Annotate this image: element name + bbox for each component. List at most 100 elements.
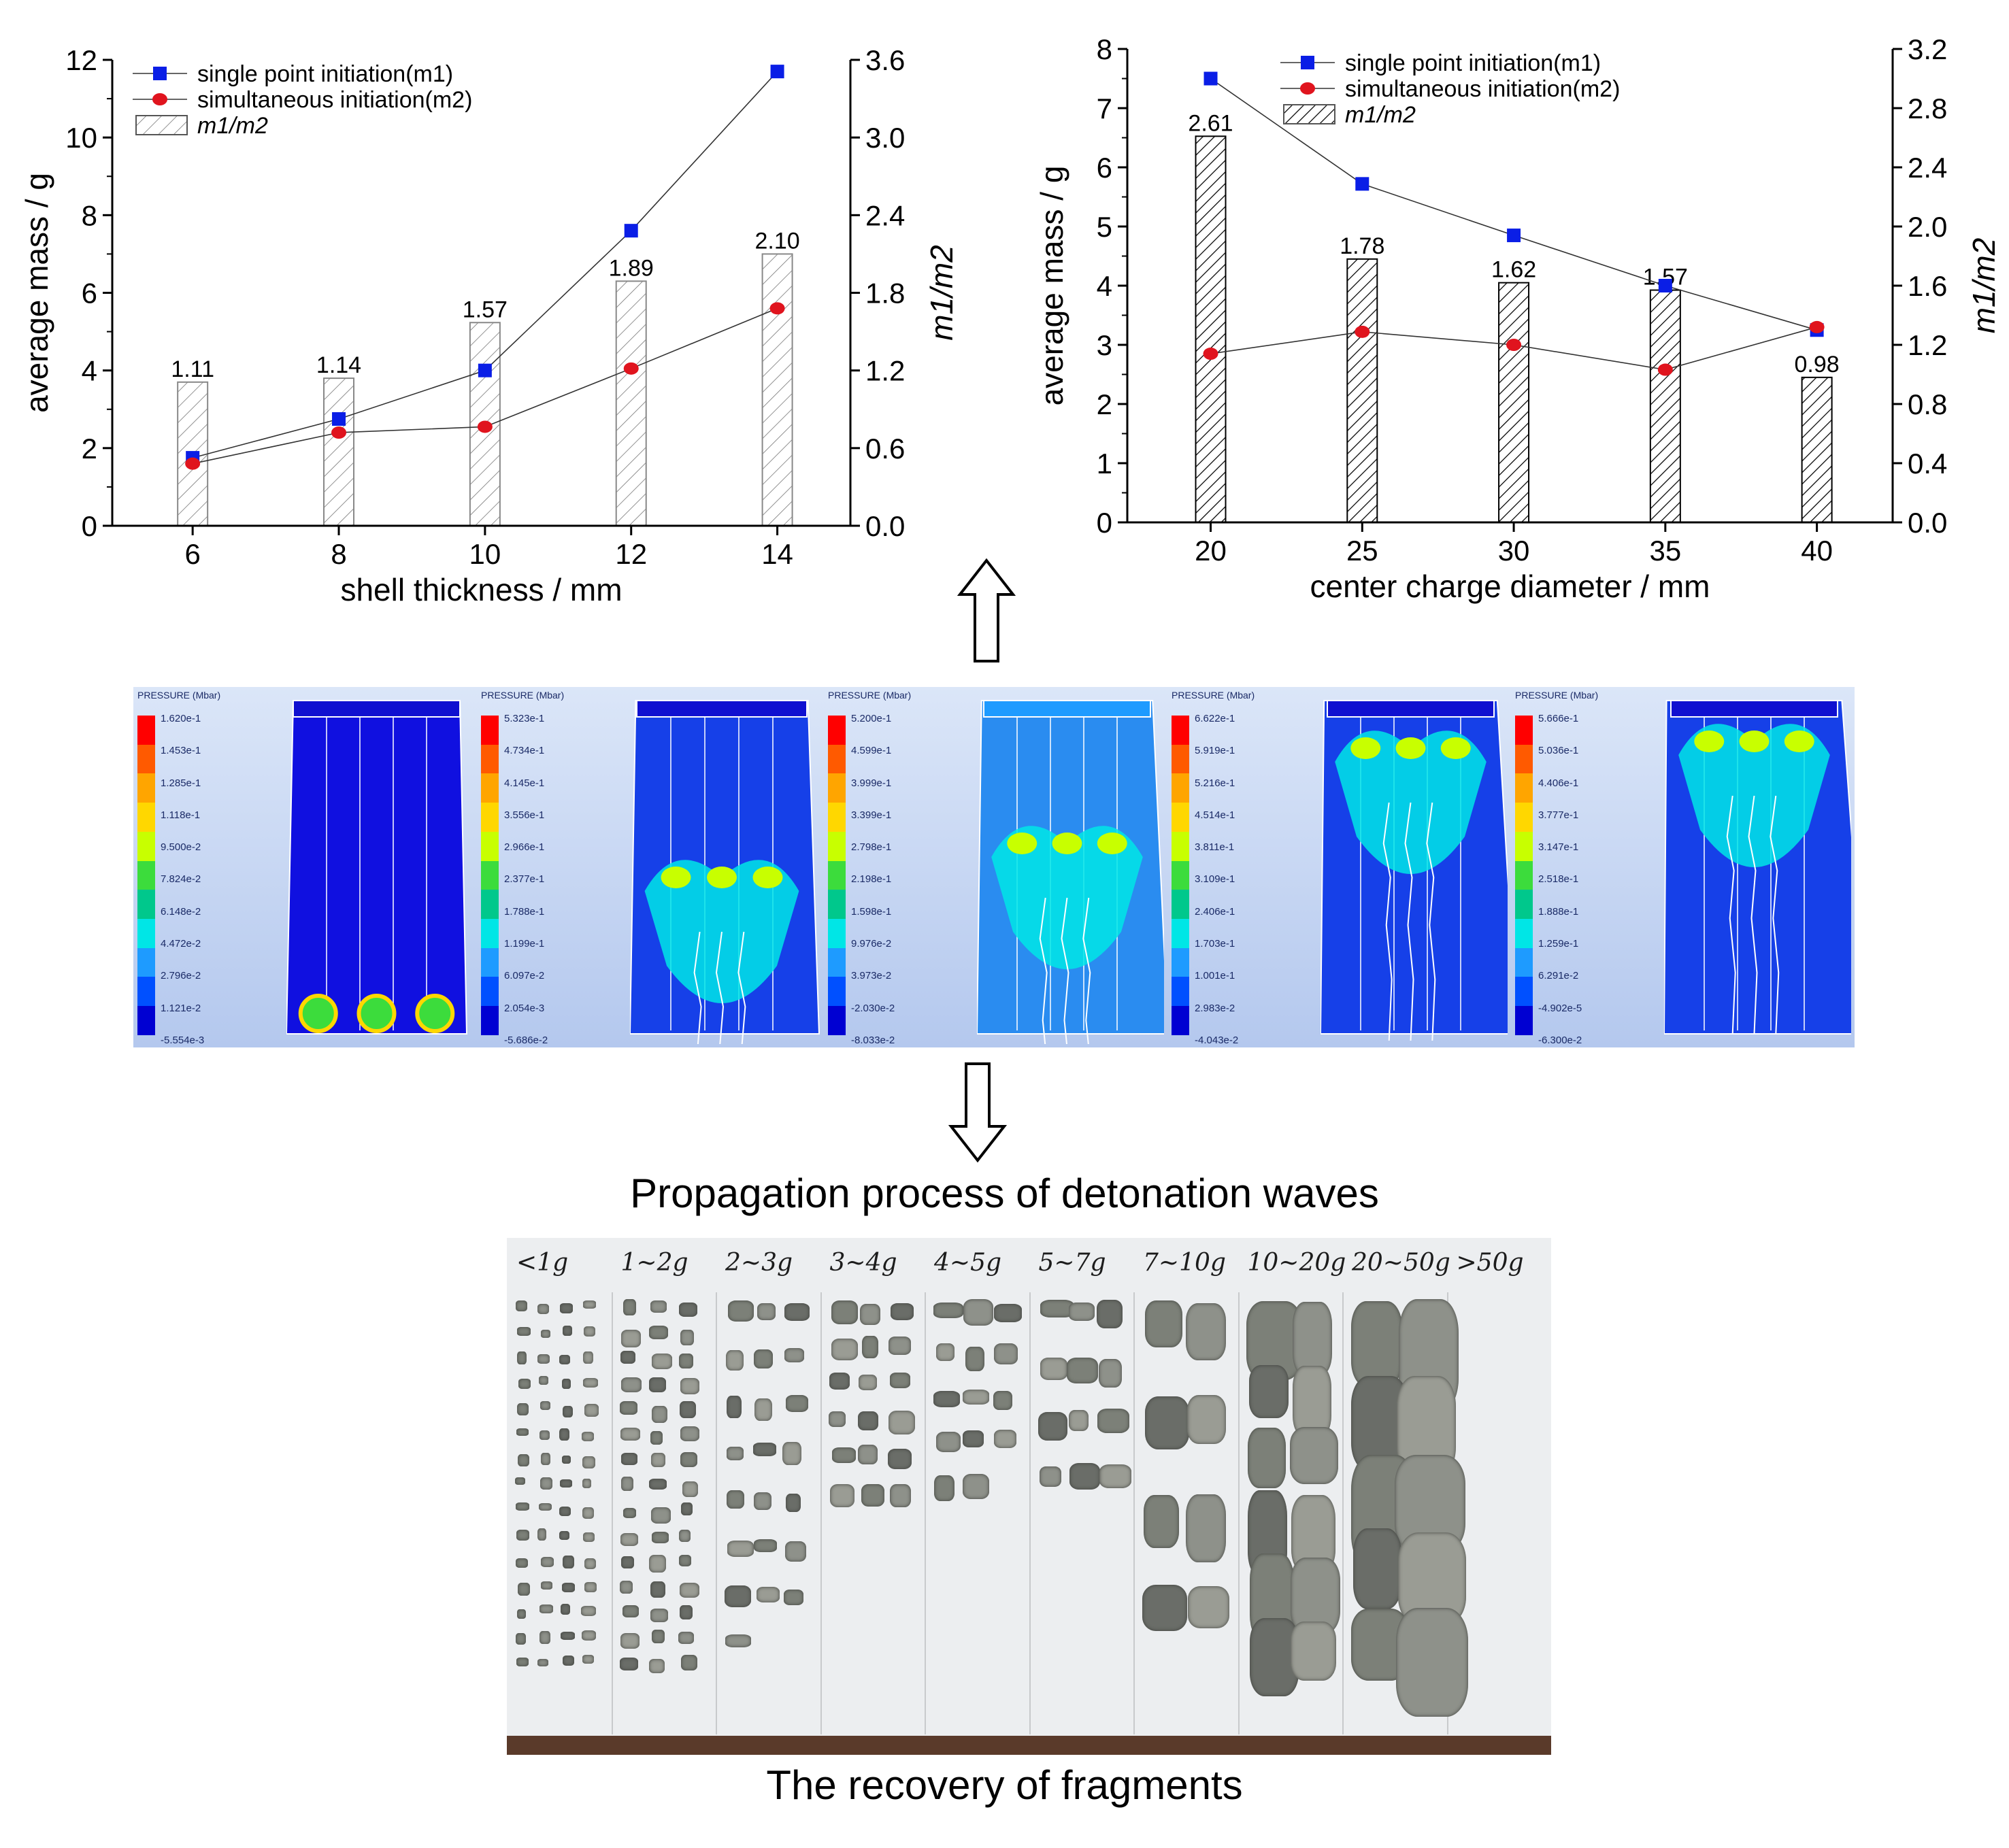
fragment [993, 1391, 1012, 1410]
down-arrow-icon [948, 1062, 1008, 1163]
ratio-bar [1346, 258, 1378, 523]
x-tick-label: 12 [615, 538, 647, 570]
fragment [861, 1336, 879, 1359]
fragment [993, 1430, 1017, 1448]
column-divider [611, 1292, 613, 1734]
fragment [756, 1586, 780, 1603]
fragment [1037, 1412, 1067, 1441]
fragment [516, 1657, 529, 1666]
fragment [561, 1455, 571, 1464]
y-axis-title: average mass / g [1034, 166, 1069, 406]
m1-point [1658, 279, 1672, 292]
fragment [582, 1654, 595, 1664]
simulation-panel: PRESSURE (Mbar) 5.200e-1 4.599e-1 3.999e-1 3… [824, 687, 1169, 1047]
fragment [1069, 1409, 1089, 1432]
fragment [859, 1374, 877, 1391]
fragment [725, 1585, 752, 1608]
fragment [1187, 1586, 1229, 1628]
pressure-legend-value: -4.902e-5 [1538, 1002, 1582, 1014]
x-tick-label: 10 [469, 538, 501, 570]
fragment [1353, 1528, 1401, 1610]
fragment [515, 1502, 530, 1511]
y2-tick-label: 3.6 [865, 44, 905, 76]
fragment [620, 1377, 642, 1392]
fragment [727, 1541, 754, 1558]
pressure-legend-value: 1.259e-1 [1538, 938, 1579, 950]
fragment [785, 1493, 801, 1513]
fragment [540, 1556, 554, 1567]
fragment [539, 1430, 550, 1440]
fragment [622, 1299, 636, 1315]
column-divider [1238, 1292, 1240, 1734]
fragment [516, 1529, 530, 1541]
fragment [858, 1411, 879, 1431]
fragment [680, 1426, 700, 1442]
fragment [994, 1343, 1018, 1364]
fragment [858, 1445, 878, 1464]
legend-m2-label: simultaneous initiation(m2) [197, 87, 472, 113]
recovery-caption: The recovery of fragments [766, 1762, 1243, 1808]
pressure-legend-value: 6.622e-1 [1195, 713, 1235, 724]
fragment [540, 1453, 550, 1465]
fragment [727, 1446, 744, 1460]
y2-tick-label: 0.6 [865, 433, 905, 465]
fragment [679, 1303, 698, 1317]
fragment [620, 1427, 641, 1441]
column-divider [1342, 1292, 1344, 1734]
fragment [887, 1448, 912, 1470]
pressure-field-image [977, 700, 1164, 1044]
pressure-legend-title: PRESSURE (Mbar) [137, 690, 221, 701]
fragment [649, 1326, 669, 1339]
fragment [727, 1300, 754, 1322]
pressure-legend-value: -5.554e-3 [161, 1034, 205, 1046]
fragment [650, 1431, 663, 1445]
y-tick-label: 1 [1097, 448, 1112, 480]
fragment [889, 1373, 911, 1388]
fragment [619, 1657, 638, 1670]
pressure-legend-value: 9.500e-2 [161, 841, 201, 854]
fragment [680, 1401, 696, 1418]
pressure-legend-value: 1.121e-2 [161, 1002, 201, 1014]
fragment [681, 1655, 697, 1671]
fragment [1144, 1396, 1189, 1450]
y-tick-label: 2 [1097, 388, 1112, 420]
column-divider [716, 1292, 717, 1734]
fragment [582, 1377, 598, 1388]
y-tick-label: 10 [65, 122, 97, 154]
x-tick-label: 6 [184, 538, 200, 570]
pressure-color-scale [481, 716, 499, 1035]
pressure-legend-value: 2.796e-2 [161, 970, 201, 982]
pressure-legend-value: 2.966e-1 [504, 841, 545, 854]
fragment [1185, 1494, 1227, 1563]
fragment [581, 1606, 597, 1617]
fragment [515, 1558, 528, 1568]
m1-point [1507, 229, 1521, 243]
pressure-legend-value: -8.033e-2 [851, 1034, 895, 1046]
pressure-legend-value: 3.811e-1 [1195, 841, 1235, 854]
pressure-field-image [630, 700, 820, 1044]
m2-point [1355, 325, 1370, 338]
fragment [650, 1300, 667, 1313]
fragment [582, 1478, 591, 1488]
fragment [620, 1580, 633, 1594]
fragment [622, 1507, 637, 1519]
fragment [680, 1330, 694, 1346]
fragment [963, 1389, 989, 1405]
m2-point [185, 457, 201, 470]
y-tick-label: 8 [82, 199, 97, 231]
y-tick-label: 3 [1097, 329, 1112, 361]
y-tick-label: 5 [1097, 211, 1112, 243]
fragment [538, 1502, 552, 1511]
fragment [753, 1539, 778, 1553]
fragment [889, 1411, 916, 1435]
pressure-legend-value: 6.097e-2 [504, 970, 545, 982]
fragment [582, 1507, 595, 1519]
fragment [962, 1430, 984, 1447]
fragment [620, 1401, 637, 1415]
bar-value-label: 2.10 [754, 228, 799, 254]
y2-axis-title: m1/m2 [1966, 238, 2002, 334]
m2-point [477, 420, 493, 433]
y-tick-label: 6 [82, 278, 97, 309]
fragment-mass-label: >50g [1456, 1249, 1524, 1277]
fragment [831, 1339, 858, 1361]
